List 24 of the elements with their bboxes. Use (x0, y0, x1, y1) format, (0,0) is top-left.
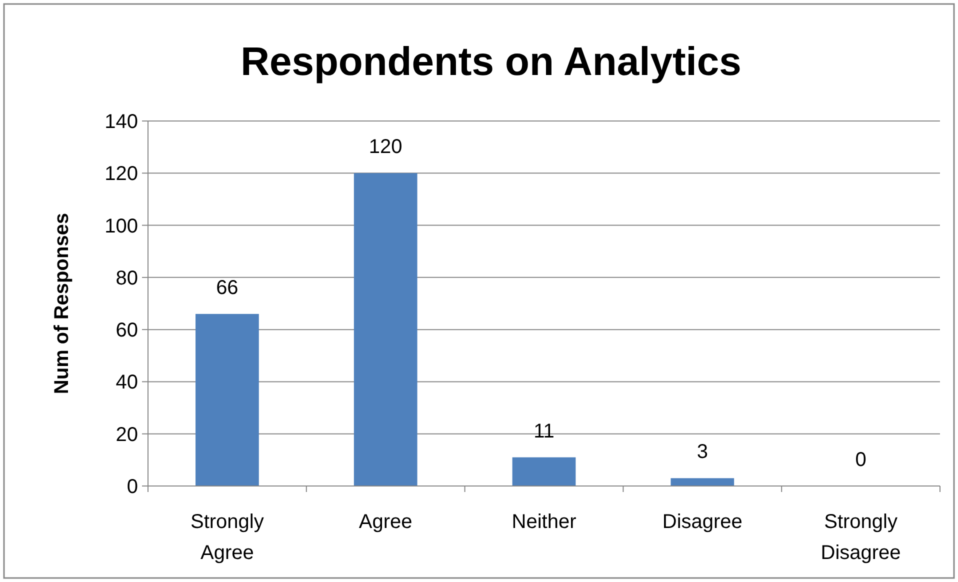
y-tick-label: 20 (116, 424, 138, 446)
y-tick-label: 100 (104, 215, 138, 238)
x-tick-label: Disagree (662, 511, 742, 533)
data-label: 3 (696, 441, 708, 464)
x-tick-label: Strongly Disagree (820, 511, 901, 564)
chart-title: Respondents on Analytics (240, 40, 742, 84)
bar (354, 173, 418, 486)
y-tick-label: 80 (116, 267, 138, 290)
y-tick-label: 140 (104, 111, 138, 133)
data-label: 11 (534, 420, 554, 442)
bar (670, 478, 734, 486)
y-tick-label: 60 (116, 320, 138, 342)
y-tick-label: 0 (126, 476, 138, 498)
x-tick-label: Agree (358, 511, 412, 533)
data-label: 0 (855, 449, 866, 471)
x-tick-label: Neither (512, 511, 577, 533)
y-axis-title: Num of Responses (51, 212, 73, 394)
y-tick-label: 120 (104, 163, 138, 186)
data-label: 66 (216, 276, 238, 299)
x-tick-label: Strongly Agree (190, 511, 264, 564)
data-label: 120 (368, 136, 402, 158)
bar (196, 314, 259, 486)
y-tick-label: 40 (116, 372, 138, 394)
bar (512, 457, 576, 486)
